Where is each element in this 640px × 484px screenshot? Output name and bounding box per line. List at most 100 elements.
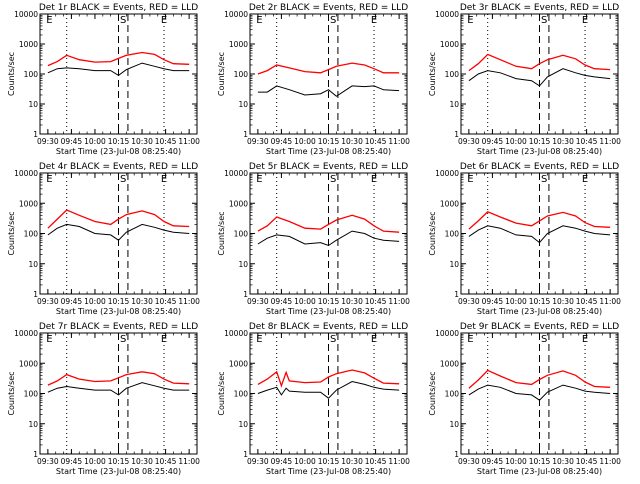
y-tick-label: 1000 (440, 199, 459, 208)
y-tick-label: 1 (243, 290, 248, 299)
x-tick-label: 09:30 (247, 457, 269, 466)
y-tick-label: 1000 (229, 40, 248, 49)
y-tick-label: 10 (28, 420, 38, 429)
x-tick-label: 10:15 (318, 457, 340, 466)
event-marker-label: E (467, 174, 473, 185)
x-tick-label: 10:45 (365, 297, 387, 306)
y-tick-label: 1000 (19, 359, 38, 368)
panel-7: Det 7r BLACK = Events, RED = LLD 1 10 100 10… (7, 322, 200, 476)
panel-title: Det 5r BLACK = Events, RED = LLD (249, 162, 408, 172)
x-axis-label: Start Time (23-Jul-08 08:25:40) (266, 307, 391, 316)
x-axis-label: Start Time (23-Jul-08 08:25:40) (477, 147, 602, 156)
y-tick-label: 10000 (224, 169, 248, 178)
event-marker-label: S (541, 334, 547, 345)
events-series-line (257, 230, 400, 247)
y-tick-label: 100 (24, 230, 39, 239)
lld-series-line (257, 62, 400, 75)
y-tick-label: 10000 (435, 10, 459, 19)
x-tick-label: 10:30 (341, 137, 363, 146)
event-marker-label: E (161, 15, 167, 26)
x-tick-label: 10:00 (84, 297, 106, 306)
event-marker-label: E (371, 174, 377, 185)
panel-4: Det 4r BLACK = Events, RED = LLD 1 10 100 10… (7, 162, 200, 316)
x-axis-label: Start Time (23-Jul-08 08:25:40) (477, 307, 602, 316)
panel-title: Det 7r BLACK = Events, RED = LLD (39, 322, 198, 332)
x-tick-label: 10:15 (529, 137, 551, 146)
y-tick-label: 1000 (440, 359, 459, 368)
x-tick-label: 09:30 (37, 137, 59, 146)
panel-2: Det 2r BLACK = Events, RED = LLD 1 10 100 10… (217, 3, 410, 156)
y-tick-label: 1 (454, 290, 459, 299)
panel-title: Det 2r BLACK = Events, RED = LLD (249, 3, 408, 13)
x-tick-label: 11:00 (178, 297, 200, 306)
x-tick-label: 10:30 (131, 457, 153, 466)
y-tick-label: 1000 (229, 199, 248, 208)
lld-series-line (468, 53, 611, 72)
y-tick-label: 10 (449, 100, 459, 109)
event-marker-label: S (330, 334, 336, 345)
x-tick-label: 09:30 (458, 137, 480, 146)
event-marker-label: S (541, 15, 547, 26)
x-tick-label: 10:00 (505, 137, 527, 146)
x-tick-label: 11:00 (599, 457, 621, 466)
panel-6: Det 6r BLACK = Events, RED = LLD 1 10 100 10… (428, 162, 621, 316)
event-marker-label: E (46, 334, 52, 345)
events-series-line (468, 68, 611, 87)
x-axis-label: Start Time (23-Jul-08 08:25:40) (266, 467, 391, 476)
lld-series-line (47, 371, 190, 386)
lld-series-line (47, 51, 190, 67)
panel-title: Det 3r BLACK = Events, RED = LLD (460, 3, 619, 13)
events-series-line (257, 85, 400, 97)
y-tick-label: 100 (24, 390, 39, 399)
y-tick-label: 10000 (14, 329, 38, 338)
x-tick-label: 11:00 (599, 137, 621, 146)
events-series-line (47, 382, 190, 396)
x-tick-label: 10:45 (365, 137, 387, 146)
panel-title: Det 1r BLACK = Events, RED = LLD (39, 3, 198, 13)
event-marker-label: E (161, 174, 167, 185)
event-marker-label: E (161, 334, 167, 345)
event-marker-label: E (46, 174, 52, 185)
x-tick-label: 10:45 (576, 457, 598, 466)
x-tick-label: 10:00 (505, 297, 527, 306)
panel-title: Det 4r BLACK = Events, RED = LLD (39, 162, 198, 172)
x-tick-label: 11:00 (599, 297, 621, 306)
x-tick-label: 10:15 (108, 457, 130, 466)
x-tick-label: 09:30 (458, 297, 480, 306)
lld-series-line (468, 369, 611, 389)
x-tick-label: 10:00 (294, 297, 316, 306)
panel-8: Det 8r BLACK = Events, RED = LLD 1 10 100 10… (217, 322, 410, 476)
lld-series-line (47, 209, 190, 229)
y-axis-label: Counts/sec (217, 371, 226, 415)
y-tick-label: 1 (454, 450, 459, 459)
y-tick-label: 1000 (229, 359, 248, 368)
x-axis-label: Start Time (23-Jul-08 08:25:40) (56, 147, 181, 156)
panel-title: Det 6r BLACK = Events, RED = LLD (460, 162, 619, 172)
y-axis-label: Counts/sec (428, 211, 437, 255)
y-tick-label: 10000 (14, 10, 38, 19)
x-tick-label: 09:45 (271, 137, 293, 146)
event-marker-label: E (371, 334, 377, 345)
events-series-line (47, 62, 190, 77)
event-marker-label: E (582, 334, 588, 345)
x-tick-label: 10:00 (84, 137, 106, 146)
y-tick-label: 10000 (435, 329, 459, 338)
x-tick-label: 10:30 (131, 297, 153, 306)
y-tick-label: 10 (28, 260, 38, 269)
x-tick-label: 09:30 (247, 297, 269, 306)
y-tick-label: 100 (234, 230, 249, 239)
x-axis-label: Start Time (23-Jul-08 08:25:40) (56, 467, 181, 476)
event-marker-label: E (46, 15, 52, 26)
y-axis-label: Counts/sec (217, 52, 226, 96)
panel-1: Det 1r BLACK = Events, RED = LLD 1 10 100 10… (7, 3, 200, 156)
y-axis-label: Counts/sec (428, 371, 437, 415)
x-tick-label: 09:45 (271, 457, 293, 466)
x-tick-label: 10:15 (108, 137, 130, 146)
y-tick-label: 100 (445, 70, 460, 79)
x-tick-label: 10:15 (318, 137, 340, 146)
y-tick-label: 100 (445, 230, 460, 239)
x-tick-label: 10:00 (84, 457, 106, 466)
y-axis-label: Counts/sec (217, 211, 226, 255)
x-tick-label: 10:30 (131, 137, 153, 146)
x-tick-label: 09:30 (37, 457, 59, 466)
